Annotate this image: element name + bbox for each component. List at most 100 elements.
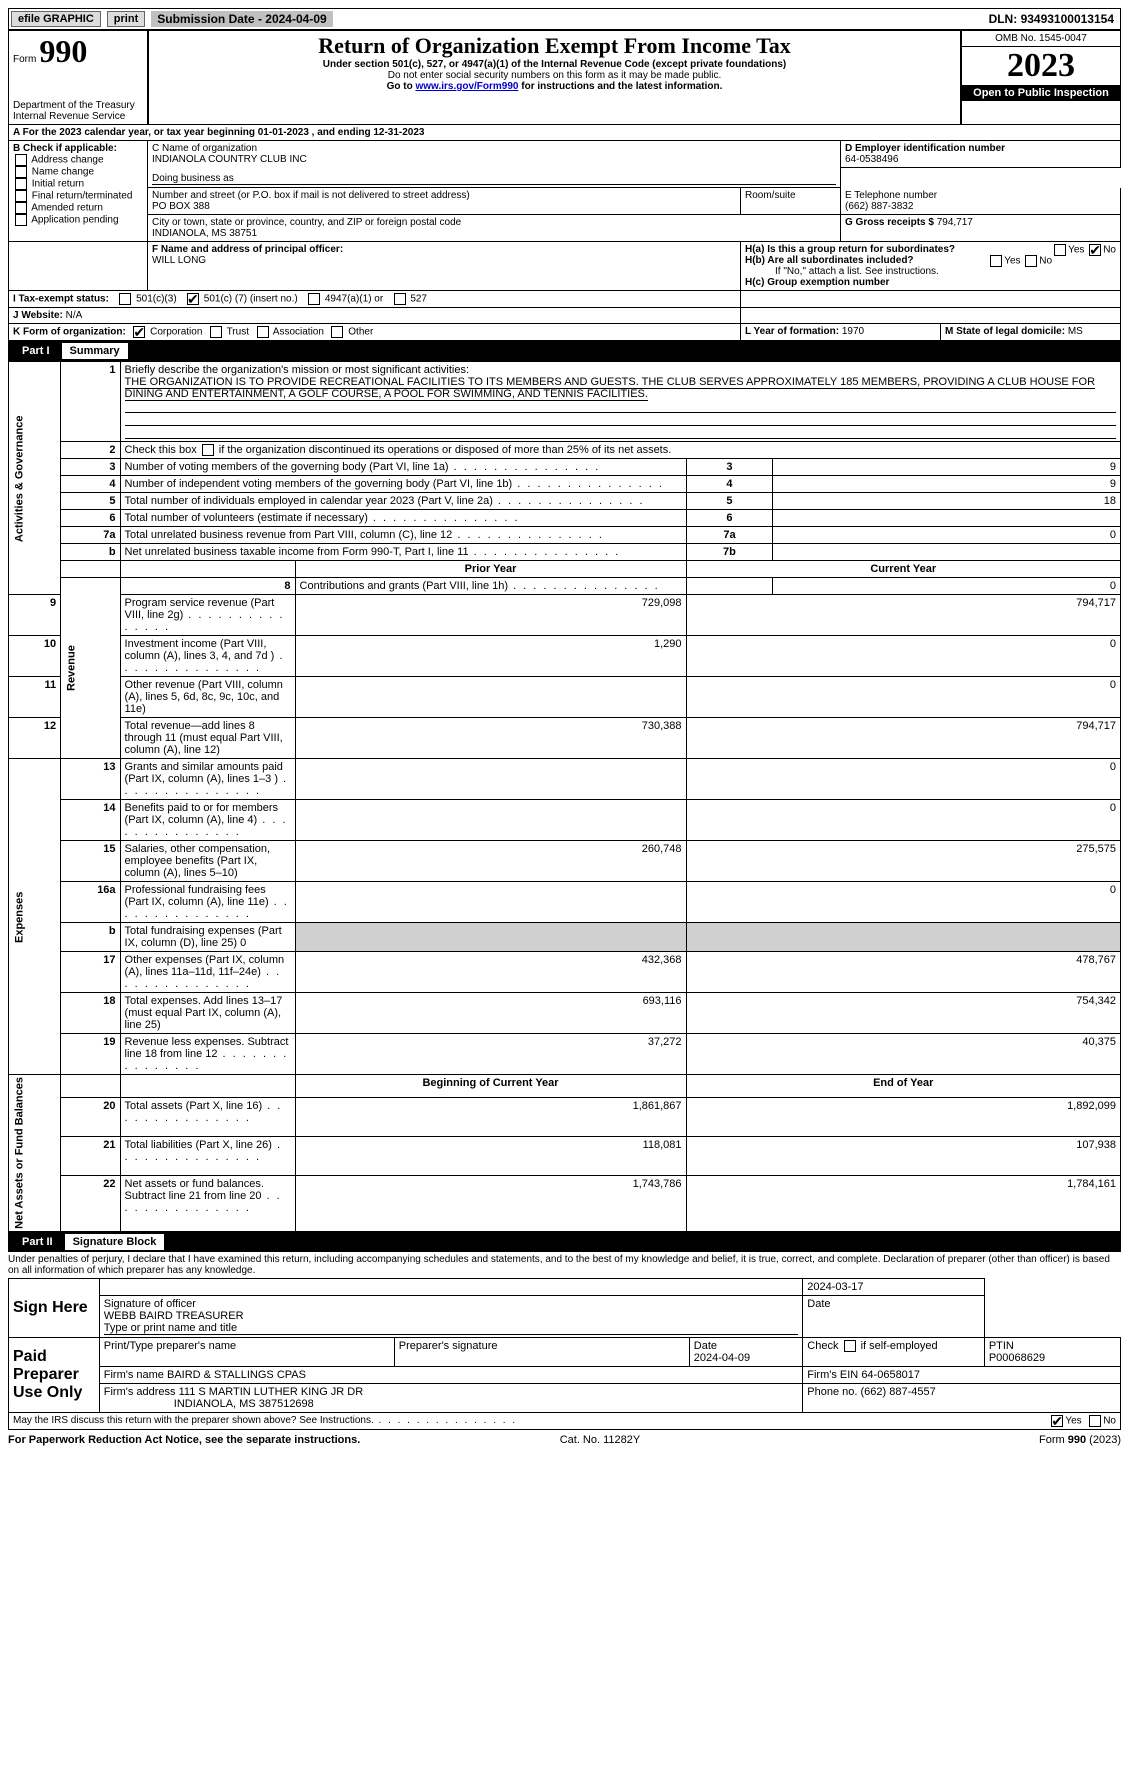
domicile-label: M State of legal domicile: <box>945 326 1068 337</box>
chk-4947[interactable] <box>308 293 320 305</box>
form-word: Form <box>13 54 36 65</box>
discuss-no[interactable] <box>1089 1415 1101 1427</box>
line-16a-curr: 0 <box>686 882 1120 923</box>
line-2: Check this box Check this box if the org… <box>120 442 1120 459</box>
line-8-text: Contributions and grants (Part VIII, lin… <box>300 580 509 592</box>
signature-table: Sign Here 2024-03-17 Signature of office… <box>8 1278 1121 1413</box>
line-9-curr: 794,717 <box>686 595 1120 636</box>
org-name-label: C Name of organization <box>152 143 836 154</box>
year-formation-label: L Year of formation: <box>745 326 842 337</box>
officer-sign-date: 2024-03-17 <box>803 1278 985 1295</box>
sig-officer-label: Signature of officer <box>104 1298 799 1310</box>
line-13-prior <box>295 759 686 800</box>
form-subtitle: Under section 501(c), 527, or 4947(a)(1)… <box>153 59 956 70</box>
line-18-text: Total expenses. Add lines 13–17 (must eq… <box>125 995 283 1031</box>
line-12-text: Total revenue—add lines 8 through 11 (mu… <box>125 720 283 756</box>
chk-self-employed[interactable] <box>844 1340 856 1352</box>
hb-yes[interactable] <box>990 255 1002 267</box>
line-13-curr: 0 <box>686 759 1120 800</box>
chk-501c[interactable] <box>187 293 199 305</box>
domicile-value: MS <box>1068 326 1083 337</box>
org-name: INDIANOLA COUNTRY CLUB INC <box>152 154 836 165</box>
line-21-boy: 118,081 <box>295 1137 686 1176</box>
room-label: Room/suite <box>745 190 836 201</box>
h-c-label: H(c) Group exemption number <box>745 277 1116 288</box>
chk-other[interactable] <box>331 326 343 338</box>
chk-corporation[interactable] <box>133 326 145 338</box>
chk-amended-return[interactable]: Amended return <box>13 202 143 214</box>
discuss-yes[interactable] <box>1051 1415 1063 1427</box>
ptin-label: PTIN <box>989 1340 1116 1352</box>
hb-no[interactable] <box>1025 255 1037 267</box>
line-5-text: Total number of individuals employed in … <box>125 495 493 507</box>
line-21-eoy: 107,938 <box>686 1137 1120 1176</box>
chk-trust[interactable] <box>210 326 222 338</box>
dept-treasury: Department of the Treasury <box>13 100 143 111</box>
line-13-text: Grants and similar amounts paid (Part IX… <box>125 761 283 785</box>
col-boy: Beginning of Current Year <box>295 1075 686 1098</box>
line-7a-val: 0 <box>773 527 1121 544</box>
vlabel-netassets: Net Assets or Fund Balances <box>9 1075 61 1232</box>
col-eoy: End of Year <box>686 1075 1120 1098</box>
paperwork-notice: For Paperwork Reduction Act Notice, see … <box>8 1434 360 1446</box>
chk-501c3[interactable] <box>119 293 131 305</box>
line-11-text: Other revenue (Part VIII, column (A), li… <box>125 679 283 715</box>
preparer-sig-label: Preparer's signature <box>399 1340 685 1352</box>
form-org-label: K Form of organization: <box>13 327 126 338</box>
line-3-text: Number of voting members of the governin… <box>125 461 449 473</box>
sig-date-label: Date <box>803 1295 985 1337</box>
ein-value: 64-0538496 <box>845 154 1116 165</box>
dept-irs: Internal Revenue Service <box>13 111 143 122</box>
part2-header: Part IISignature Block <box>8 1232 1121 1252</box>
city-value: INDIANOLA, MS 38751 <box>152 228 836 239</box>
form-footer: Form 990 (2023) <box>1039 1434 1121 1446</box>
topbar: efile GRAPHIC print Submission Date - 20… <box>8 8 1121 30</box>
chk-final-return[interactable]: Final return/terminated <box>13 190 143 202</box>
chk-527[interactable] <box>394 293 406 305</box>
line-7b-text: Net unrelated business taxable income fr… <box>125 546 469 558</box>
line-11-prior <box>295 677 686 718</box>
line-17-curr: 478,767 <box>686 952 1120 993</box>
efile-graphic-label: efile GRAPHIC <box>11 11 101 27</box>
firm-ein: 64-0658017 <box>861 1369 920 1381</box>
line-20-text: Total assets (Part X, line 16) <box>125 1100 263 1112</box>
summary-table: Activities & Governance 1 Briefly descri… <box>8 361 1121 1232</box>
ha-no[interactable] <box>1089 244 1101 256</box>
chk-initial-return[interactable]: Initial return <box>13 178 143 190</box>
col-prior-year: Prior Year <box>295 561 686 578</box>
firm-phone-label: Phone no. <box>807 1386 860 1398</box>
line-17-text: Other expenses (Part IX, column (A), lin… <box>125 954 285 978</box>
line-15-prior: 260,748 <box>295 841 686 882</box>
line-7a-text: Total unrelated business revenue from Pa… <box>125 529 453 541</box>
sig-officer-name: WEBB BAIRD TREASURER <box>104 1310 799 1322</box>
form-number: 990 <box>39 33 87 69</box>
line-10-prior: 1,290 <box>295 636 686 677</box>
line-15-text: Salaries, other compensation, employee b… <box>125 843 271 879</box>
ha-yes[interactable] <box>1054 244 1066 256</box>
line-16b-curr <box>686 923 1120 952</box>
line-14-curr: 0 <box>686 800 1120 841</box>
chk-name-change[interactable]: Name change <box>13 166 143 178</box>
discuss-preparer: May the IRS discuss this return with the… <box>13 1415 517 1427</box>
line-19-prior: 37,272 <box>295 1034 686 1075</box>
chk-association[interactable] <box>257 326 269 338</box>
officer-label: F Name and address of principal officer: <box>152 244 736 255</box>
chk-address-change[interactable]: Address change <box>13 154 143 166</box>
firm-addr2: INDIANOLA, MS 387512698 <box>104 1398 314 1410</box>
print-button[interactable]: print <box>107 11 145 27</box>
line-6-val <box>773 510 1121 527</box>
year-formation-value: 1970 <box>842 326 864 337</box>
chk-application-pending[interactable]: Application pending <box>13 214 143 226</box>
firm-name-label: Firm's name <box>104 1369 167 1381</box>
line-19-text: Revenue less expenses. Subtract line 18 … <box>125 1036 289 1060</box>
col-current-year: Current Year <box>686 561 1120 578</box>
line-20-eoy: 1,892,099 <box>686 1098 1120 1137</box>
irs-link[interactable]: www.irs.gov/Form990 <box>415 81 518 92</box>
open-to-public: Open to Public Inspection <box>962 85 1120 101</box>
line-7b-val <box>773 544 1121 561</box>
line-17-prior: 432,368 <box>295 952 686 993</box>
chk-discontinued[interactable] <box>202 444 214 456</box>
box-b-label: B Check if applicable: <box>13 143 143 154</box>
line-22-eoy: 1,784,161 <box>686 1176 1120 1231</box>
cat-no: Cat. No. 11282Y <box>560 1434 641 1446</box>
